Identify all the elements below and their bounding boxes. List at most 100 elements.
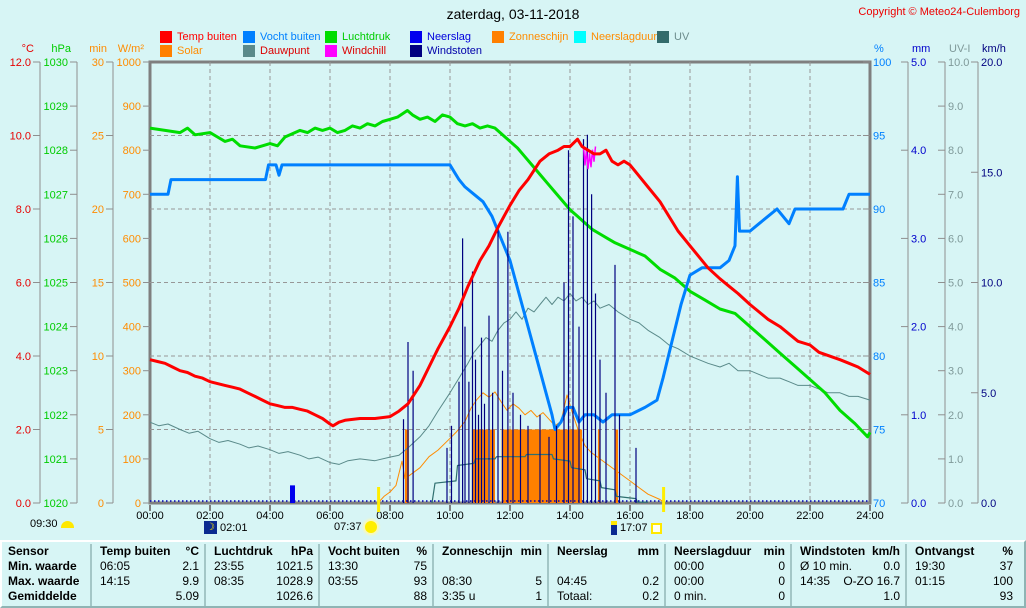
axis-tick-label: 25 [92,131,104,143]
axis-unit-label: W/m² [118,43,145,55]
axis-tick-label: 1030 [44,57,68,69]
x-axis-label: 06:00 [316,510,344,522]
table-column-zonneschijn: Zonneschijn min 08:30 5 3:35 u 1 [432,544,547,606]
axis-tick-label: 2.0 [16,425,31,437]
table-cell-time: 14:15 [100,574,131,588]
table-cell-time: 06:05 [100,559,131,573]
axis-tick-label: 1022 [44,410,68,422]
table-cell-value: O-ZO 16.7 [843,574,900,588]
axis-tick-label: 0.0 [16,498,31,510]
table-cell-value: 9.9 [182,574,199,588]
table-column-unit: hPa [290,544,313,558]
axis-tick-label: 8.0 [948,145,963,157]
table-cell-value: 0.0 [883,559,900,573]
x-axis-label: 22:00 [796,510,824,522]
table-cell-time: 14:35 [800,574,831,588]
table-cell-value: 0 [778,559,785,573]
x-axis-label: 08:00 [376,510,404,522]
legend-label: Windchill [342,45,387,57]
axis-tick-label: 2.0 [911,322,926,334]
table-column-vocht-buiten: Vocht buiten% 13:30 75 03:55 93 88 [318,544,432,606]
axis-tick-label: 100 [873,57,891,69]
table-row: 3:35 u 1 [434,589,547,604]
sun-icon [364,521,377,533]
legend-label: Neerslagduur [591,31,658,43]
legend-swatch-icon [243,45,255,57]
axis-tick-label: 7.0 [948,189,963,201]
table-cell-time: 3:35 u [442,589,476,603]
table-cell-time [206,589,276,604]
legend-swatch-icon [410,31,422,43]
axis-tick-label: 10.0 [981,278,1002,290]
table-cell-time: 03:55 [328,574,359,588]
axis-tick-label: 4.0 [16,351,31,363]
moon-icon [60,520,74,528]
legend-label: Solar [177,45,203,57]
moonset-time: 02:01 [220,521,248,534]
axis-tick-label: 70 [873,498,885,510]
sunshine-bar [405,429,409,503]
table-row: 93 [907,589,1018,604]
table-column-header: Vocht buiten% [320,544,432,559]
copyright-text: Copyright © Meteo24-Culemborg [858,6,1020,18]
x-axis-label: 04:00 [256,510,284,522]
legend-label: Neerslag [427,31,472,43]
legend-item: Windstoten [410,45,482,57]
table-cell-value: 100 [992,574,1013,588]
table-row [434,559,547,574]
axis-unit-label: °C [22,43,34,55]
axis-tick-label: 1000 [117,57,141,69]
axis-tick-label: 30 [92,57,104,69]
axis-tick-label: 3.0 [911,233,926,245]
axis-tick-label: 20.0 [981,57,1002,69]
table-cell-time: 23:55 [214,559,245,573]
table-row: 13:30 75 [320,559,432,574]
axis-tick-label: 9.0 [948,101,963,113]
table-column-ontvangst: Ontvangst% 19:30 37 01:15 100 93 [905,544,1018,606]
axis-tick-label: 4.0 [911,145,926,157]
axis-tick-label: 20 [92,204,104,216]
series-temp-buiten [149,137,871,428]
axis-unit-label: km/h [982,43,1006,55]
table-row: 08:35 1028.9 [206,574,318,589]
table-column-unit: min [763,544,785,558]
legend-item: Neerslag [410,31,471,43]
table-column-name: Ontvangst [915,544,975,558]
legend-item: Neerslagduur [574,31,657,43]
table-column-windstoten: Windstoten km/h Ø 10 min. 0.0 14:35 O-ZO 16.7… [790,544,905,606]
table-row: 08:30 5 [434,574,547,589]
table-cell-time [907,589,1000,604]
x-axis-label: 00:00 [136,510,164,522]
table-column-header: Neerslagduur min [666,544,790,559]
sunshine-bar [615,429,618,503]
x-axis-label: 18:00 [676,510,704,522]
table-cell-time: 00:00 [674,559,705,573]
sunshine-bar [597,429,601,503]
table-row: 23:55 1021.5 [206,559,318,574]
table-cell-time: 08:30 [442,574,473,588]
table-row: 5.09 [92,589,204,604]
table-cell-value: 2.1 [182,559,199,573]
table-row: 0 min. 0 [666,589,790,604]
axis-tick-label: 900 [123,101,141,113]
table-cell-value: 1028.9 [276,574,313,588]
table-cell-value: 1 [535,589,542,603]
table-column-header: Zonneschijn min [434,544,547,559]
axis-tick-label: 500 [123,278,141,290]
table-column-name: Zonneschijn [442,544,513,558]
axis-tick-label: 10 [92,351,104,363]
table-column-name: Neerslag [557,544,608,558]
table-row: 03:55 93 [320,574,432,589]
table-cell-time [434,559,542,574]
axis-tick-label: 0.0 [948,498,963,510]
legend-label: Dauwpunt [260,45,310,57]
legend-item: Temp buiten [160,31,237,43]
x-axis-label: 10:00 [436,510,464,522]
table-column-unit: min [520,544,542,558]
sunshine-bar [501,429,582,503]
sunset-square-icon [650,522,662,534]
axis-tick-label: 10.0 [948,57,969,69]
table-row-label: Min. waarde [8,559,77,573]
sunset-icon [611,521,617,535]
table-row: 19:30 37 [907,559,1018,574]
